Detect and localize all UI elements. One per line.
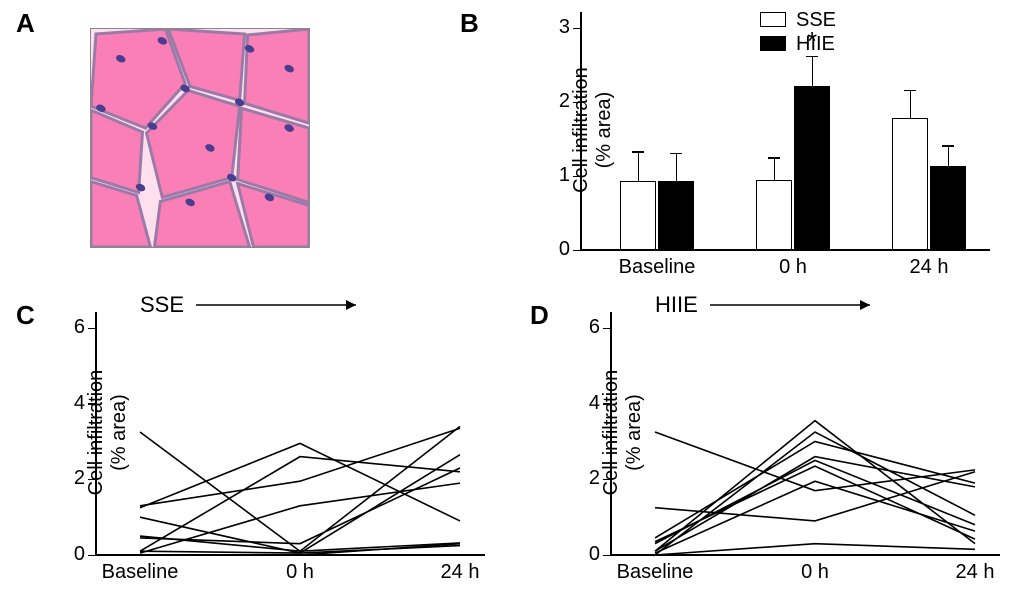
error-bar — [812, 56, 814, 86]
bar-hiie-0 — [658, 181, 694, 250]
panel-title-text: SSE — [140, 292, 184, 318]
error-cap — [670, 153, 682, 155]
y-tick — [573, 250, 580, 252]
y-tick-label: 6 — [50, 316, 85, 339]
error-bar — [638, 152, 640, 182]
subject-line-1 — [655, 472, 975, 521]
x-tick-label: Baseline — [597, 256, 717, 279]
panel-label-a: A — [16, 8, 35, 39]
bar-hiie-2 — [930, 166, 966, 250]
legend-label: SSE — [796, 9, 836, 32]
x-tick-label: 24 h — [869, 256, 989, 279]
error-cap — [904, 90, 916, 92]
y-tick — [603, 403, 610, 405]
bar-sse-0 — [620, 181, 656, 250]
bar-sse-2 — [892, 118, 928, 250]
y-tick-label: 3 — [530, 16, 570, 39]
y-tick-label: 2 — [50, 467, 85, 490]
y-tick-label: 1 — [530, 164, 570, 187]
y-axis-title: Cell infiltration (% area) — [570, 15, 616, 245]
error-cap — [768, 157, 780, 159]
y-tick — [603, 479, 610, 481]
y-tick-label: 4 — [565, 392, 600, 415]
y-tick — [88, 479, 95, 481]
subject-line-1 — [140, 443, 460, 521]
panel-label-c: C — [16, 300, 35, 331]
error-bar — [676, 153, 678, 181]
legend-swatch-sse — [760, 12, 786, 27]
y-tick-label: 4 — [50, 392, 85, 415]
y-tick — [573, 28, 580, 30]
bar-hiie-1 — [794, 86, 830, 250]
y-tick — [573, 102, 580, 104]
subject-line-7 — [140, 457, 460, 552]
error-cap — [942, 145, 954, 147]
subject-line-0 — [140, 432, 460, 551]
panel-title-d: HIIE — [655, 292, 882, 318]
error-bar — [948, 146, 950, 166]
y-tick — [88, 555, 95, 557]
y-tick-label: 2 — [565, 467, 600, 490]
y-tick-label: 2 — [530, 90, 570, 113]
legend-swatch-hiie — [760, 36, 786, 51]
y-tick — [573, 176, 580, 178]
error-bar — [910, 90, 912, 118]
error-cap — [632, 151, 644, 153]
y-tick — [603, 328, 610, 330]
x-tick-label: 0 h — [733, 256, 853, 279]
subject-line-6 — [140, 483, 460, 553]
bar-sse-1 — [756, 180, 792, 250]
line-chart-d: Cell infiltration (% area)0246Baseline0 … — [610, 320, 1000, 555]
y-tick — [603, 555, 610, 557]
arrow-icon — [708, 294, 882, 316]
y-tick — [88, 403, 95, 405]
legend-label: HIIE — [796, 33, 835, 56]
arrow-icon — [194, 294, 368, 316]
y-tick-label: 0 — [530, 238, 570, 261]
y-tick — [88, 328, 95, 330]
panel-title-c: SSE — [140, 292, 368, 318]
panel-label-b: B — [460, 8, 479, 39]
bar-chart: Cell infiltration (% area)0123Baseline*0… — [580, 20, 990, 250]
line-chart-c: Cell infiltration (% area)0246Baseline0 … — [95, 320, 485, 555]
panel-label-d: D — [530, 300, 549, 331]
panel-title-text: HIIE — [655, 292, 698, 318]
y-tick-label: 6 — [565, 316, 600, 339]
subject-line-8 — [655, 544, 975, 555]
histology-image — [90, 28, 310, 248]
error-bar — [774, 158, 776, 180]
